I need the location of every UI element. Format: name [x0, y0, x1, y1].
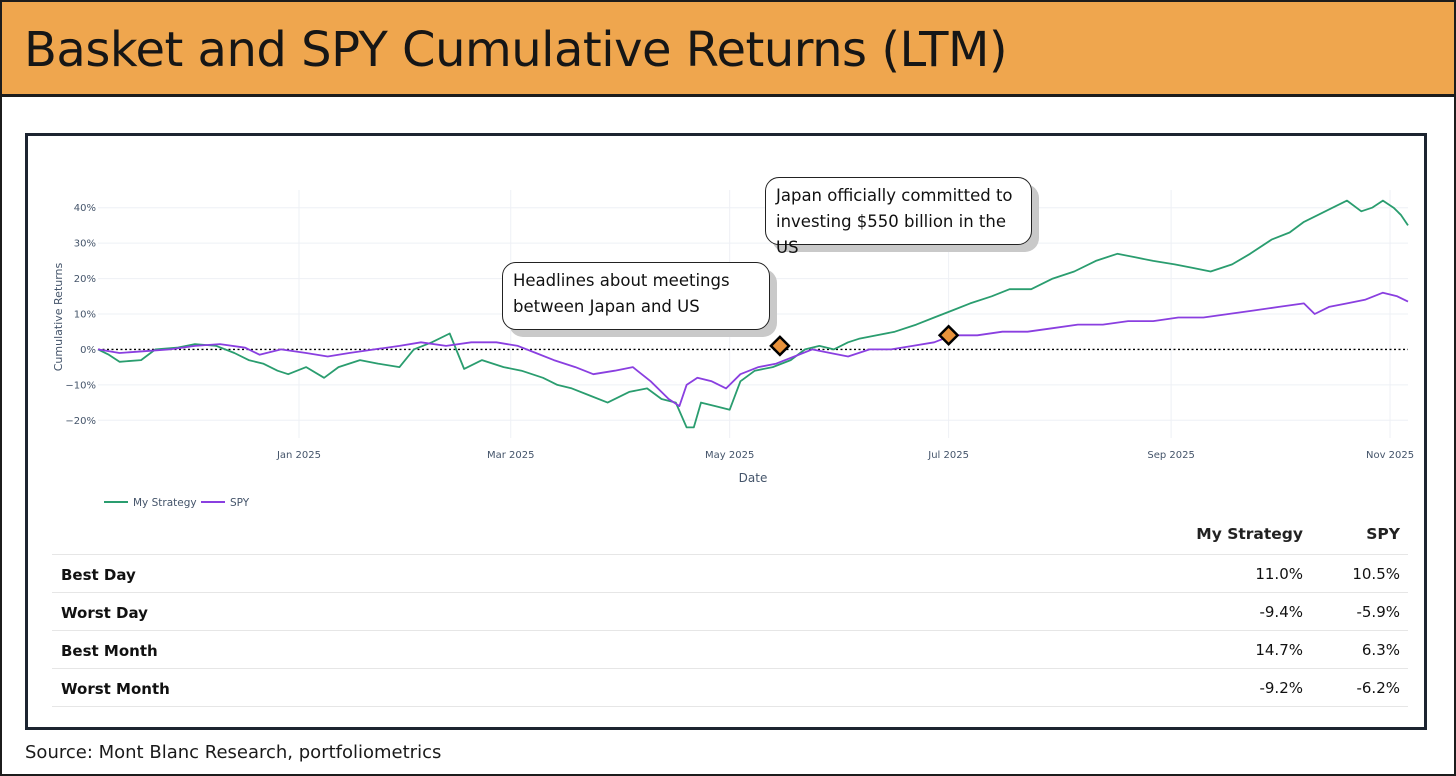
annotation-meetings: Headlines about meetings between Japan a…: [502, 262, 770, 330]
row-value-my-strategy: -9.2%: [1259, 679, 1303, 697]
event-markers: [769, 324, 960, 357]
title-banner: Basket and SPY Cumulative Returns (LTM): [2, 2, 1454, 97]
y-tick-label: −20%: [65, 416, 96, 427]
y-axis-title: Cumulative Returns: [52, 262, 65, 371]
row-value-my-strategy: 14.7%: [1255, 641, 1303, 659]
series-line-my-strategy: [97, 199, 1409, 429]
y-tick-label: 10%: [74, 310, 96, 321]
annotation-commitment-line2: investing $550 billion in the US: [776, 212, 1006, 257]
y-tick-label: −10%: [65, 380, 96, 391]
row-label: Worst Month: [61, 680, 170, 698]
row-value-my-strategy: -9.4%: [1259, 603, 1303, 621]
y-tick-label: 40%: [74, 203, 96, 214]
stats-col-spy: SPY: [1366, 525, 1400, 543]
table-row: Worst Month -9.2% -6.2%: [52, 668, 1408, 707]
row-label: Worst Day: [61, 604, 148, 622]
annotation-meetings-line1: Headlines about meetings: [513, 271, 730, 290]
series-line-spy: [97, 291, 1409, 407]
x-tick-label: Mar 2025: [487, 450, 535, 461]
row-value-spy: -6.2%: [1356, 679, 1400, 697]
source-note: Source: Mont Blanc Research, portfoliome…: [25, 742, 442, 763]
annotation-commitment: Japan officially committed to investing …: [765, 177, 1032, 257]
row-value-spy: -5.9%: [1356, 603, 1400, 621]
stats-header-row: My Strategy SPY: [52, 520, 1408, 554]
legend-label-spy[interactable]: SPY: [230, 497, 250, 509]
x-axis-ticks: Jan 2025 Mar 2025 May 2025 Jul 2025 Sep 2025…: [276, 450, 1414, 461]
x-tick-label: Jan 2025: [276, 450, 321, 461]
event-marker-meetings: [769, 335, 791, 357]
table-row: Best Month 14.7% 6.3%: [52, 630, 1408, 668]
event-marker-commitment: [937, 324, 960, 347]
x-tick-label: May 2025: [705, 450, 754, 461]
series-lines: [97, 199, 1409, 429]
x-tick-label: Nov 2025: [1366, 450, 1414, 461]
table-row: Best Day 11.0% 10.5%: [52, 554, 1408, 592]
chart-grid: [98, 190, 1408, 438]
stats-table: My Strategy SPY Best Day 11.0% 10.5% Wor…: [52, 520, 1408, 707]
row-label: Best Day: [61, 566, 136, 584]
legend-label-my-strategy[interactable]: My Strategy: [133, 497, 197, 509]
x-axis-title: Date: [739, 471, 768, 485]
legend[interactable]: My Strategy SPY: [104, 497, 250, 509]
x-tick-label: Sep 2025: [1147, 450, 1194, 461]
page-title: Basket and SPY Cumulative Returns (LTM): [24, 22, 1008, 78]
y-tick-label: 20%: [74, 274, 96, 285]
row-label: Best Month: [61, 642, 158, 660]
stats-col-my-strategy: My Strategy: [1196, 525, 1303, 543]
y-tick-label: 30%: [74, 239, 96, 250]
row-value-spy: 10.5%: [1352, 565, 1400, 583]
y-tick-label: 0%: [80, 345, 96, 356]
y-axis-ticks: −20% −10% 0% 10% 20% 30% 40%: [65, 203, 96, 427]
x-tick-label: Jul 2025: [927, 450, 969, 461]
annotation-commitment-line1: Japan officially committed to: [776, 186, 1013, 205]
row-value-my-strategy: 11.0%: [1255, 565, 1303, 583]
annotation-meetings-line2: between Japan and US: [513, 297, 700, 316]
row-value-spy: 6.3%: [1361, 641, 1400, 659]
table-row: Worst Day -9.4% -5.9%: [52, 592, 1408, 630]
